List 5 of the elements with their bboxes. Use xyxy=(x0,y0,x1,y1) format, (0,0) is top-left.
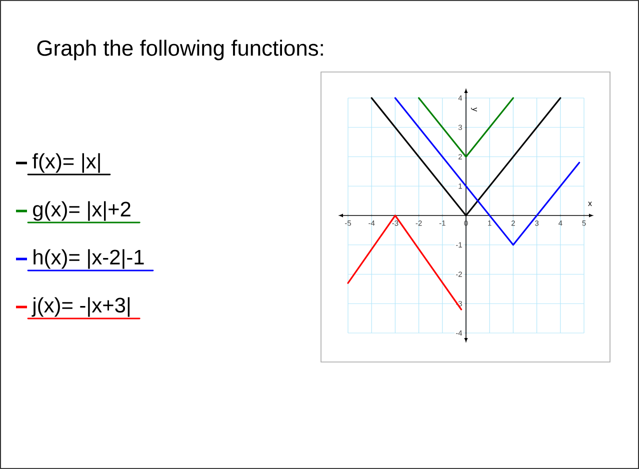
legend-label: h(x)= |x-2|-1 xyxy=(34,249,144,269)
legend-label: f(x)= |x| xyxy=(32,153,100,173)
chart-title: Graph the following functions: xyxy=(37,40,323,60)
legend-label: g(x)= |x|+2 xyxy=(33,201,130,221)
legend-label: j(x)= -|x+3| xyxy=(32,297,130,317)
